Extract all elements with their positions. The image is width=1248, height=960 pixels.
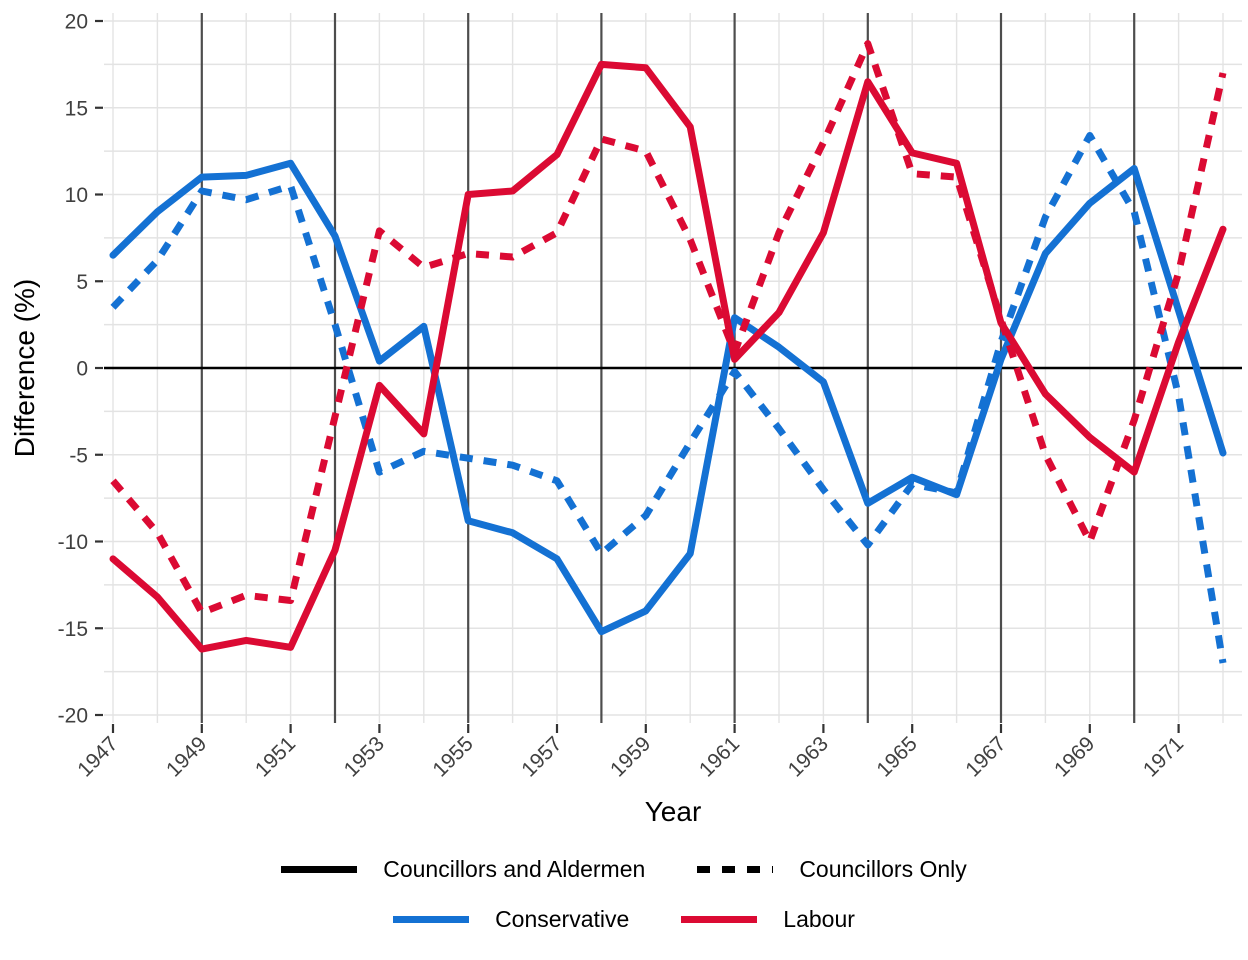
y-tick-label: 10 bbox=[65, 184, 88, 207]
legend-label: Conservative bbox=[495, 906, 630, 932]
legend-label: Councillors Only bbox=[799, 856, 967, 882]
y-tick-label: 20 bbox=[65, 11, 88, 34]
legend-item-conservative: Conservative bbox=[393, 906, 629, 933]
x-tick-label: 1967 bbox=[961, 732, 1010, 781]
y-tick-label: 0 bbox=[76, 358, 88, 381]
y-tick-label: -10 bbox=[58, 531, 88, 554]
series-line-3 bbox=[110, 40, 1227, 617]
solid-line-swatch bbox=[281, 866, 358, 873]
y-tick-label: -5 bbox=[69, 444, 88, 467]
y-tick-label: 15 bbox=[65, 97, 88, 120]
y-tick-label: -15 bbox=[58, 618, 88, 641]
x-tick-label: 1961 bbox=[695, 732, 744, 781]
x-tick-label: 1969 bbox=[1050, 732, 1099, 781]
conservative-color-swatch bbox=[393, 916, 470, 923]
x-tick-label: 1949 bbox=[162, 732, 211, 781]
legend-item-labour: Labour bbox=[681, 906, 855, 933]
legend-item-councillors-and-aldermen: Councillors and Aldermen bbox=[281, 856, 645, 883]
x-tick-label: 1959 bbox=[606, 732, 655, 781]
legend-linetype-row: Councillors and Aldermen Councillors Onl… bbox=[0, 856, 1248, 883]
x-tick-label: 1963 bbox=[784, 732, 833, 781]
y-tick-label: 5 bbox=[76, 271, 88, 294]
legend-item-councillors-only: Councillors Only bbox=[697, 856, 967, 883]
legend-color-row: Conservative Labour bbox=[0, 906, 1248, 933]
plot-area: -20 -15 -10 -5 0 5 10 15 20 1947 1949 1951 1953 1955 1… bbox=[9, 11, 1242, 827]
legend-label: Councillors and Aldermen bbox=[383, 856, 646, 882]
x-tick-label: 1955 bbox=[428, 732, 477, 781]
series-line-1 bbox=[110, 132, 1227, 664]
series-line-0 bbox=[109, 159, 1227, 636]
y-axis-title: Difference (%) bbox=[9, 279, 40, 457]
legend-label: Labour bbox=[783, 906, 855, 932]
x-axis-title: Year bbox=[645, 796, 702, 827]
dashed-line-swatch bbox=[697, 866, 774, 873]
x-tick-label: 1965 bbox=[872, 732, 921, 781]
x-tick-label: 1947 bbox=[73, 732, 122, 781]
x-tick-label: 1957 bbox=[517, 732, 566, 781]
series-line-2 bbox=[109, 60, 1227, 653]
y-tick-label: -20 bbox=[58, 705, 88, 728]
x-tick-label: 1953 bbox=[340, 732, 389, 781]
labour-color-swatch bbox=[681, 916, 758, 923]
x-tick-label: 1971 bbox=[1139, 732, 1188, 781]
x-tick-label: 1951 bbox=[251, 732, 300, 781]
